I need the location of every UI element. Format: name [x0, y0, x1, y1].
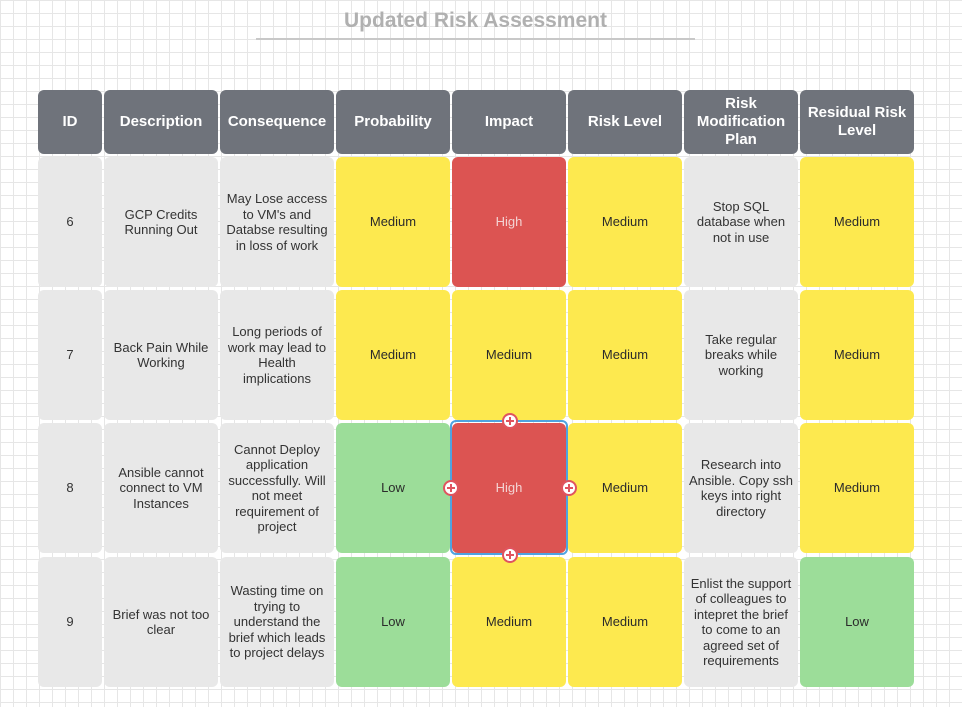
header-description[interactable]: Description	[104, 90, 218, 154]
connection-handle-right-plus-circle-icon[interactable]	[561, 480, 577, 496]
cell-risk-level-row-9[interactable]: Medium	[568, 557, 682, 687]
header-plan[interactable]: Risk Modification Plan	[684, 90, 798, 154]
title-underline	[256, 38, 695, 40]
cell-probability-row-7[interactable]: Medium	[336, 290, 450, 420]
cell-id-row-9[interactable]: 9	[38, 557, 102, 687]
header-residual[interactable]: Residual Risk Level	[800, 90, 914, 154]
cell-description-row-9[interactable]: Brief was not too clear	[104, 557, 218, 687]
cell-plan-row-6[interactable]: Stop SQL database when not in use	[684, 157, 798, 287]
cell-plan-row-8[interactable]: Research into Ansible. Copy ssh keys int…	[684, 423, 798, 553]
cell-risk-level-row-7[interactable]: Medium	[568, 290, 682, 420]
cell-description-row-8[interactable]: Ansible cannot connect to VM Instances	[104, 423, 218, 553]
cell-impact-row-7[interactable]: Medium	[452, 290, 566, 420]
cell-probability-row-6[interactable]: Medium	[336, 157, 450, 287]
cell-id-row-6[interactable]: 6	[38, 157, 102, 287]
cell-risk-level-row-6[interactable]: Medium	[568, 157, 682, 287]
connection-handle-top-plus-circle-icon[interactable]	[502, 413, 518, 429]
cell-residual-row-7[interactable]: Medium	[800, 290, 914, 420]
cell-description-row-6[interactable]: GCP Credits Running Out	[104, 157, 218, 287]
cell-impact-row-8[interactable]: High	[452, 423, 566, 553]
cell-probability-row-8[interactable]: Low	[336, 423, 450, 553]
header-consequence[interactable]: Consequence	[220, 90, 334, 154]
cell-residual-row-9[interactable]: Low	[800, 557, 914, 687]
cell-plan-row-9[interactable]: Enlist the support of colleagues to inte…	[684, 557, 798, 687]
cell-consequence-row-7[interactable]: Long periods of work may lead to Health …	[220, 290, 334, 420]
header-probability[interactable]: Probability	[336, 90, 450, 154]
cell-residual-row-8[interactable]: Medium	[800, 423, 914, 553]
cell-risk-level-row-8[interactable]: Medium	[568, 423, 682, 553]
header-impact[interactable]: Impact	[452, 90, 566, 154]
diagram-title: Updated Risk Assessment	[344, 9, 607, 32]
cell-consequence-row-9[interactable]: Wasting time on trying to understand the…	[220, 557, 334, 687]
cell-consequence-row-6[interactable]: May Lose access to VM's and Databse resu…	[220, 157, 334, 287]
cell-impact-row-9[interactable]: Medium	[452, 557, 566, 687]
connection-handle-bottom-plus-circle-icon[interactable]	[502, 547, 518, 563]
cell-plan-row-7[interactable]: Take regular breaks while working	[684, 290, 798, 420]
cell-consequence-row-8[interactable]: Cannot Deploy application successfully. …	[220, 423, 334, 553]
cell-probability-row-9[interactable]: Low	[336, 557, 450, 687]
cell-impact-row-6[interactable]: High	[452, 157, 566, 287]
header-risk-level[interactable]: Risk Level	[568, 90, 682, 154]
header-id[interactable]: ID	[38, 90, 102, 154]
cell-id-row-8[interactable]: 8	[38, 423, 102, 553]
connection-handle-left-plus-circle-icon[interactable]	[443, 480, 459, 496]
cell-id-row-7[interactable]: 7	[38, 290, 102, 420]
cell-description-row-7[interactable]: Back Pain While Working	[104, 290, 218, 420]
cell-residual-row-6[interactable]: Medium	[800, 157, 914, 287]
selection-outline[interactable]	[443, 413, 577, 563]
